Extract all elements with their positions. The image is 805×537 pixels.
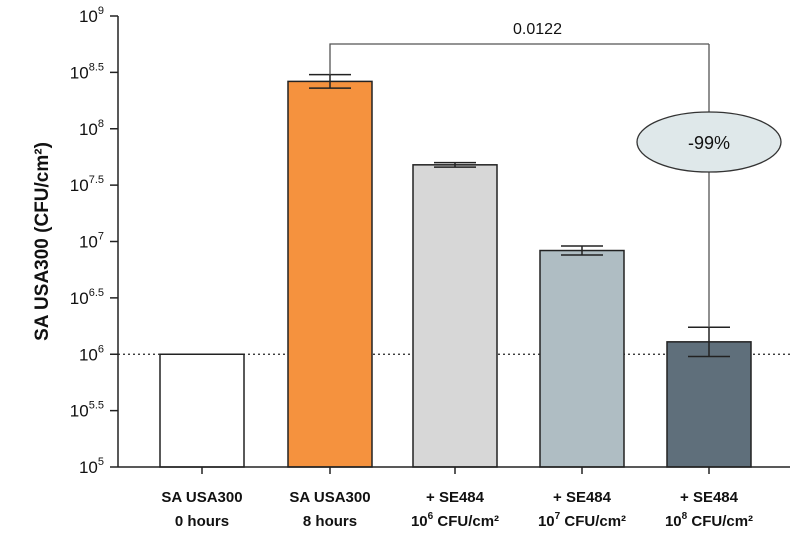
x-tick-label-line2: 107 CFU/cm² (538, 511, 626, 530)
x-tick-label: + SE484 (426, 489, 485, 506)
x-tick-label-line2: 8 hours (303, 513, 357, 530)
y-tick-label: 108 (79, 118, 104, 139)
bar (539, 249, 625, 468)
y-tick-label: 107 (79, 231, 104, 252)
annotations: 0.0122 -99% (329, 21, 782, 328)
p-value-label: 0.0122 (513, 21, 562, 38)
y-axis-label: SA USA300 (CFU/cm²) (32, 142, 53, 341)
comparison-bracket (329, 43, 709, 75)
x-tick-label-line2: 106 CFU/cm² (411, 511, 499, 530)
y-tick-label: 105 (79, 456, 104, 477)
percent-change-ellipse (636, 111, 782, 173)
y-tick-label: 106.5 (70, 287, 104, 308)
x-tick-label: SA USA300 (161, 489, 242, 506)
x-tick-label: + SE484 (553, 489, 612, 506)
error-bars (309, 73, 730, 358)
axes (117, 16, 790, 474)
bar (159, 353, 245, 468)
bar (666, 341, 752, 468)
x-tick-label-line2: 108 CFU/cm² (665, 511, 753, 530)
y-tick-label: 106 (79, 343, 104, 364)
category-labels: SA USA300 0 hours SA USA300 8 hours + SE484 1… (161, 489, 753, 530)
y-tick-label: 108.5 (70, 61, 104, 82)
percent-change-label: -99% (688, 133, 730, 153)
y-tick-label: 105.5 (70, 400, 104, 421)
x-tick-label: + SE484 (680, 489, 739, 506)
x-tick-label: SA USA300 (289, 489, 370, 506)
y-axis-ticks: 109 108.5 108 107.5 107 106.5 106 105.5 105 (70, 5, 118, 477)
x-tick-label-line2: 0 hours (175, 513, 229, 530)
y-tick-label: 107.5 (70, 174, 104, 195)
y-tick-label: 109 (79, 5, 104, 26)
bar (287, 80, 373, 468)
y-axis-label-group: SA USA300 (CFU/cm²) (32, 142, 53, 341)
bar (412, 164, 498, 468)
